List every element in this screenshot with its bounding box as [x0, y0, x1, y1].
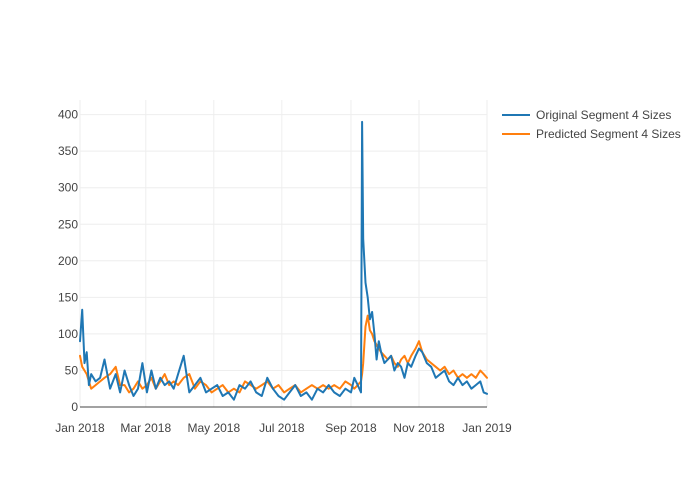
legend[interactable]: Original Segment 4 Sizes Predicted Segmen…	[502, 108, 681, 141]
legend-item-original[interactable]: Original Segment 4 Sizes	[502, 108, 671, 122]
y-tick-label: 250	[58, 217, 78, 231]
y-tick-label: 150	[58, 290, 78, 304]
x-tick-label: Nov 2018	[393, 421, 445, 435]
x-axis-tick-labels: Jan 2018 Mar 2018 May 2018 Jul 2018 Sep 2018…	[55, 421, 512, 435]
legend-item-predicted[interactable]: Predicted Segment 4 Sizes	[502, 127, 681, 141]
y-tick-label: 300	[58, 181, 78, 195]
legend-label: Original Segment 4 Sizes	[536, 108, 671, 122]
y-tick-label: 400	[58, 108, 78, 122]
y-axis-tick-labels: 0 50 100 150 200 250 300 350 400	[58, 108, 78, 414]
series-layer	[79, 120, 488, 401]
x-tick-label: Jul 2018	[259, 421, 305, 435]
y-tick-label: 50	[65, 363, 79, 377]
x-tick-label: Sep 2018	[325, 421, 377, 435]
x-tick-label: May 2018	[187, 421, 240, 435]
x-tick-label: Jan 2018	[55, 421, 105, 435]
series-predicted-line	[79, 314, 488, 394]
legend-label: Predicted Segment 4 Sizes	[536, 127, 681, 141]
y-tick-label: 100	[58, 327, 78, 341]
y-tick-label: 200	[58, 254, 78, 268]
y-tick-label: 0	[71, 400, 78, 414]
series-original-line	[79, 120, 488, 401]
x-tick-label: Mar 2018	[120, 421, 171, 435]
y-gridlines	[80, 114, 487, 371]
y-tick-label: 350	[58, 144, 78, 158]
x-tick-label: Jan 2019	[462, 421, 512, 435]
